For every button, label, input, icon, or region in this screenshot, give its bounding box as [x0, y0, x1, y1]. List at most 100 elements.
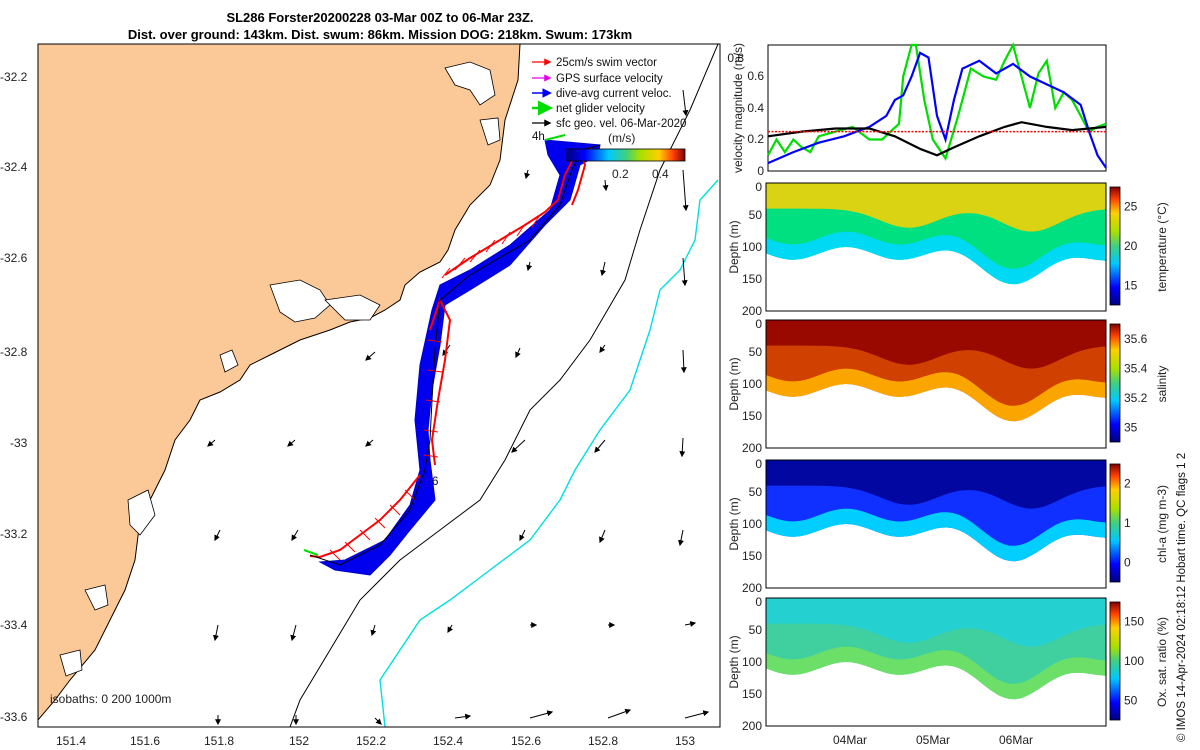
svg-text:151.8: 151.8: [204, 734, 234, 748]
heatmap-1-cbtick-0: 35: [1124, 420, 1138, 434]
side-note: © IMOS 14-Apr-2024 02:18:12 Hobart time.…: [1176, 453, 1188, 742]
heatmap-3-cbtick-2: 150: [1124, 615, 1144, 629]
heatmap-0-cbtick-1: 20: [1124, 239, 1138, 253]
heatmap-0-ytick-1: 50: [749, 208, 763, 222]
vel-ytick-4: 0.8: [727, 51, 744, 65]
svg-text:152: 152: [289, 734, 309, 748]
heatmap-3-ylabel: Depth (m): [727, 635, 741, 688]
velocity-series-1: [767, 51, 1107, 169]
heatmap-deep-3: [766, 646, 1106, 700]
heatmap-1-ytick-1: 50: [749, 345, 763, 359]
annotation-point: 6: [432, 476, 438, 488]
isobaths-label: isobaths: 0 200 1000m: [50, 692, 171, 706]
heatmap-3-cblabel: Ox. sat. ratio (%): [1155, 617, 1169, 707]
heatmap-3-ytick-2: 100: [742, 655, 762, 669]
vel-ytick-2: 0.4: [747, 101, 764, 115]
svg-text:-32.2: -32.2: [0, 70, 28, 84]
heatmap-upper-3: [766, 598, 1106, 647]
isobath-200m: [289, 44, 719, 727]
svg-text:-33.4: -33.4: [0, 618, 28, 632]
time-tick-1: 05Mar: [916, 733, 950, 747]
heatmap-2-cbtick-2: 2: [1124, 477, 1131, 491]
vel-ytick-0: 0: [757, 164, 764, 178]
dive-avg-current-band: [318, 139, 601, 576]
velocity-series-2: [767, 121, 1107, 157]
svg-text:151.4: 151.4: [56, 734, 86, 748]
svg-text:151.6: 151.6: [130, 734, 160, 748]
heatmap-panel-2: 0 50 100 150 200 Depth (m) 0 1 2 chl-a (mg m-3): [727, 457, 1169, 595]
heatmap-1-ytick-2: 100: [742, 377, 762, 391]
glider-track: [309, 144, 601, 566]
heatmap-0-cblabel: temperature (°C): [1155, 202, 1169, 292]
heatmap-2-ylabel: Depth (m): [727, 497, 741, 550]
time-tick-0: 04Mar: [833, 733, 867, 747]
svg-text:-33.2: -33.2: [0, 527, 28, 541]
heatmap-3-ytick-4: 200: [742, 719, 762, 733]
heatmap-1-ytick-0: 0: [755, 317, 762, 331]
speed-colorbar: (m/s) 0.2 0.4: [566, 131, 686, 181]
svg-text:-32.4: -32.4: [0, 160, 28, 174]
legend-item-3: net glider velocity: [556, 103, 645, 115]
velocity-series-0: [767, 42, 1107, 161]
net-glider-velocity: [544, 134, 566, 141]
heatmap-1-cbtick-1: 35.2: [1124, 391, 1148, 405]
colorbar-unit: (m/s): [608, 131, 635, 145]
heatmap-1-colorbar: [1109, 323, 1121, 443]
heatmap-deep-2: [766, 508, 1106, 562]
heatmap-upper-2: [766, 460, 1106, 509]
heatmap-deep-1: [766, 368, 1106, 422]
heatmap-upper-1: [766, 320, 1106, 369]
time-axis: 04Mar 05Mar 06Mar: [833, 733, 1033, 747]
heatmap-0-cbtick-2: 25: [1124, 200, 1138, 214]
heatmap-3-ytick-3: 150: [742, 687, 762, 701]
heatmap-deep-0: [766, 231, 1106, 285]
current-vector-field: [207, 89, 710, 726]
legend-item-2: dive-avg current veloc.: [556, 88, 672, 100]
legend-item-4: sfc geo. vel. 06-Mar-2020: [556, 118, 686, 130]
svg-text:153: 153: [675, 734, 695, 748]
heatmap-3-cbtick-0: 50: [1124, 693, 1138, 707]
vel-ytick-3: 0.6: [747, 69, 764, 83]
heatmap-1-ytick-3: 150: [742, 409, 762, 423]
heatmap-1-cbtick-3: 35.6: [1124, 332, 1148, 346]
svg-text:-32.8: -32.8: [0, 345, 28, 359]
heatmap-0-ylabel: Depth (m): [727, 220, 741, 273]
heatmap-panel-3: 0 50 100 150 200 Depth (m) 50 100 150 Ox. sat. ra…: [727, 595, 1169, 733]
heatmap-2-ytick-1: 50: [749, 485, 763, 499]
heatmap-2-ytick-4: 200: [742, 581, 762, 595]
heatmap-0-cbtick-0: 15: [1124, 278, 1138, 292]
heatmap-2-ytick-2: 100: [742, 517, 762, 531]
heatmap-3-ytick-1: 50: [749, 623, 763, 637]
svg-text:152.2: 152.2: [356, 734, 386, 748]
heatmap-1-ylabel: Depth (m): [727, 357, 741, 410]
velocity-panel: 0.8 0.6 0.4 0.2 0 velocity magnitude (m/…: [727, 42, 1107, 178]
annotation-start: 4h: [532, 131, 545, 143]
colorbar-tick-1: 0.4: [652, 167, 669, 181]
vel-ytick-1: 0.2: [747, 132, 764, 146]
heatmap-2-cblabel: chl-a (mg m-3): [1155, 485, 1169, 563]
land-mass: [38, 44, 521, 721]
svg-text:-33: -33: [10, 436, 28, 450]
isobath-1000m: [379, 179, 719, 727]
map-legend: 25cm/s swim vector GPS surface velocity …: [532, 57, 686, 130]
heatmap-0-ytick-0: 0: [755, 180, 762, 194]
svg-text:152.6: 152.6: [511, 734, 541, 748]
velocity-series-group: [767, 42, 1107, 169]
legend-item-0: 25cm/s swim vector: [556, 57, 657, 69]
chart-title-line1: SL286 Forster20200228 03-Mar 00Z to 06-M…: [226, 10, 534, 25]
heatmap-0-colorbar: [1109, 186, 1121, 306]
heatmap-0-ytick-2: 100: [742, 240, 762, 254]
velocity-ylabel: velocity magnitude (m/s): [731, 43, 745, 173]
heatmap-1-ytick-4: 200: [742, 441, 762, 455]
heatmap-0-ytick-3: 150: [742, 272, 762, 286]
map-lat-ticks: -32.2 -32.4 -32.6 -32.8 -33 -33.2 -33.4 …: [0, 70, 28, 724]
heatmap-panel-1: 0 50 100 150 200 Depth (m) 35 35.2 35.4 35.6 salin…: [727, 317, 1169, 455]
heatmap-3-colorbar: [1109, 601, 1121, 721]
svg-text:152.8: 152.8: [588, 734, 618, 748]
heatmap-0-ytick-4: 200: [742, 304, 762, 318]
chart-title-line2: Dist. over ground: 143km. Dist. swum: 86…: [127, 27, 633, 42]
heatmap-3-ytick-0: 0: [755, 595, 762, 609]
heatmap-2-ytick-3: 150: [742, 549, 762, 563]
